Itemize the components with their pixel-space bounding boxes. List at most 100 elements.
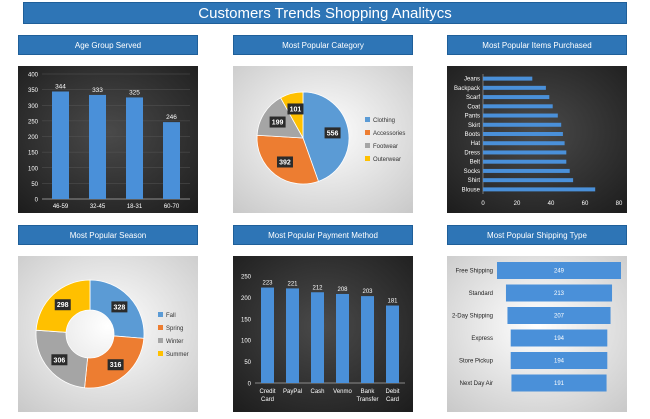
data-label: 194 xyxy=(554,359,565,365)
data-label: 306 xyxy=(54,357,66,364)
header-items: Most Popular Items Purchased xyxy=(447,35,627,55)
y-tick-label: Jeans xyxy=(464,77,480,83)
y-tick-label: 50 xyxy=(244,360,251,366)
legend-label: Outerwear xyxy=(373,157,401,163)
legend-swatch xyxy=(158,312,163,317)
y-tick-label: 0 xyxy=(248,382,252,388)
page-title: Customers Trends Shopping Analitycs xyxy=(23,2,627,24)
y-tick-label: Dress xyxy=(464,150,480,156)
y-tick-label: Belt xyxy=(470,160,481,166)
data-label-box xyxy=(269,116,286,128)
data-label-box xyxy=(276,156,293,168)
data-label: 333 xyxy=(92,87,103,94)
y-tick-label: 250 xyxy=(28,119,39,125)
bar xyxy=(511,374,607,392)
data-label: 191 xyxy=(554,381,565,387)
bar xyxy=(483,159,567,164)
legend-swatch xyxy=(158,351,163,356)
bar xyxy=(483,178,574,183)
bar xyxy=(505,284,613,302)
data-label: 208 xyxy=(337,287,348,293)
legend-swatch xyxy=(158,325,163,330)
bar xyxy=(361,296,374,383)
data-label: 203 xyxy=(362,289,373,295)
data-label: 212 xyxy=(312,285,323,291)
legend-swatch xyxy=(365,143,370,148)
data-label-box xyxy=(107,359,124,371)
y-tick-label: Backpack xyxy=(454,86,481,92)
data-label: 249 xyxy=(554,269,565,275)
data-label: 221 xyxy=(287,281,298,287)
bar xyxy=(483,95,550,100)
x-tick-label: 40 xyxy=(548,201,555,207)
data-label: 101 xyxy=(290,106,302,113)
data-label: 223 xyxy=(262,281,273,287)
bar xyxy=(483,187,596,192)
bar xyxy=(336,293,349,383)
data-label: 556 xyxy=(327,130,339,137)
y-tick-label: 100 xyxy=(241,339,252,345)
x-tick-label: Venmo xyxy=(333,389,352,395)
data-label: 298 xyxy=(57,302,69,309)
x-tick-label: 20 xyxy=(514,201,521,207)
age-group-chart: 0 50 100 150 200 250 300 350 400 344 46-59 333 32-45… xyxy=(18,66,198,213)
y-tick-label: Next Day Air xyxy=(460,381,493,387)
legend-label: Accessories xyxy=(373,131,405,137)
x-tick-label: 80 xyxy=(616,201,623,207)
legend-label: Footwear xyxy=(373,144,398,150)
data-label-box xyxy=(54,299,71,311)
y-tick-label: Scarf xyxy=(466,95,480,101)
bar xyxy=(163,122,180,199)
x-tick-label: Cash xyxy=(310,389,324,395)
data-label: 181 xyxy=(387,299,398,305)
y-tick-label: 200 xyxy=(241,296,252,302)
header-category: Most Popular Category xyxy=(233,35,413,55)
y-tick-label: Free Shipping xyxy=(456,269,493,275)
y-tick-label: 50 xyxy=(31,182,38,188)
bar xyxy=(126,97,143,199)
y-tick-label: Standard xyxy=(469,291,493,297)
x-tick-label: 18-31 xyxy=(127,204,143,210)
data-label: 316 xyxy=(110,362,122,369)
season-chart: 328 316 306 298 Fall Spring Winter Summer xyxy=(18,256,198,412)
header-season: Most Popular Season xyxy=(18,225,198,245)
bar xyxy=(286,288,299,383)
legend-swatch xyxy=(365,117,370,122)
legend-label: Fall xyxy=(166,313,176,319)
bar xyxy=(510,352,608,369)
bar xyxy=(311,292,324,383)
bar xyxy=(497,262,621,279)
header-payment: Most Popular Payment Method xyxy=(233,225,413,245)
data-label-box xyxy=(324,127,341,139)
bar xyxy=(483,168,570,173)
y-tick-label: Pants xyxy=(465,114,480,120)
x-tick-label: 32-45 xyxy=(90,204,106,210)
x-tick-label: 0 xyxy=(481,201,485,207)
data-label: 213 xyxy=(554,291,565,297)
items-chart: 0 20 40 60 80 Jeans Backpack Scarf Coat Pants Skir… xyxy=(447,66,627,213)
y-tick-label: Store Pickup xyxy=(459,359,494,365)
bar xyxy=(510,329,608,347)
legend-swatch xyxy=(365,156,370,161)
header-shipping: Most Popular Shipping Type xyxy=(447,225,627,245)
x-tick-label: PayPal xyxy=(283,389,302,395)
bar xyxy=(483,132,563,136)
data-label: 344 xyxy=(55,84,66,91)
data-label: 246 xyxy=(166,114,177,121)
legend-label: Winter xyxy=(166,339,183,345)
y-tick-label: Socks xyxy=(464,169,480,175)
y-tick-label: Hat xyxy=(471,141,481,147)
x-tick-label: 60 xyxy=(582,201,589,207)
data-label: 194 xyxy=(554,336,565,342)
category-chart: 556 392 199 101 Clothing Accessories Footwear O… xyxy=(233,66,413,213)
legend-label: Spring xyxy=(166,326,183,332)
bar xyxy=(261,287,274,383)
legend-swatch xyxy=(158,338,163,343)
legend-label: Summer xyxy=(166,352,189,358)
legend-swatch xyxy=(365,130,370,135)
bar xyxy=(483,141,565,146)
legend-label: Clothing xyxy=(373,118,395,124)
y-tick-label: 350 xyxy=(28,88,39,94)
bar xyxy=(483,104,553,109)
data-label: 199 xyxy=(272,120,284,127)
